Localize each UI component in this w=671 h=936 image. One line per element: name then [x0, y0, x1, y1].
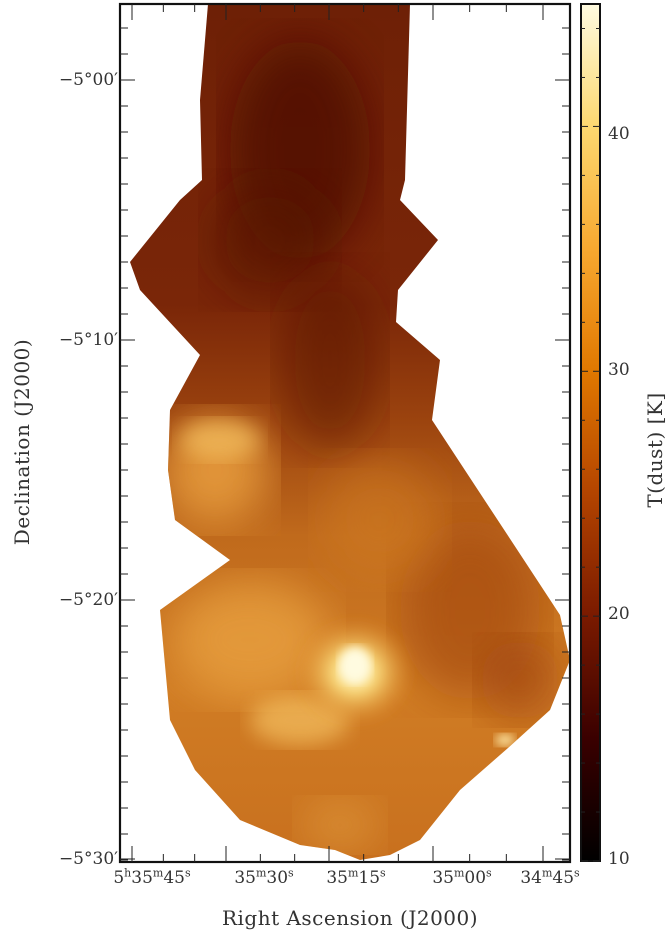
colorbar — [581, 4, 600, 861]
colorbar-title: T(dust) [K] — [643, 392, 667, 508]
ra-tick-label: 5h35m45s — [113, 866, 191, 888]
frame-ticks — [120, 4, 570, 862]
colorbar-tick-label: 20 — [608, 604, 630, 624]
colorbar-ticks — [581, 27, 600, 862]
colorbar-tick-label: 40 — [608, 124, 630, 144]
x-axis-title: Right Ascension (J2000) — [221, 906, 479, 930]
dec-tick-label: −5°30′ — [58, 849, 118, 869]
ra-tick-label: 34m45s — [520, 866, 580, 888]
colorbar-tick-label: 10 — [608, 849, 630, 869]
dec-tick-label: −5°00′ — [58, 70, 118, 90]
plot-frame — [118, 2, 572, 864]
ra-tick-label: 35m15s — [326, 866, 386, 888]
temperature-map — [130, 4, 570, 860]
y-axis-title: Declination (J2000) — [10, 338, 34, 546]
ra-tick-label: 35m00s — [432, 866, 492, 888]
colorbar-tick-label: 30 — [608, 360, 630, 380]
dec-tick-label: −5°10′ — [58, 330, 118, 350]
dec-tick-label: −5°20′ — [58, 590, 118, 610]
colorbar-frame — [580, 3, 601, 862]
ra-tick-label: 35m30s — [234, 866, 294, 888]
